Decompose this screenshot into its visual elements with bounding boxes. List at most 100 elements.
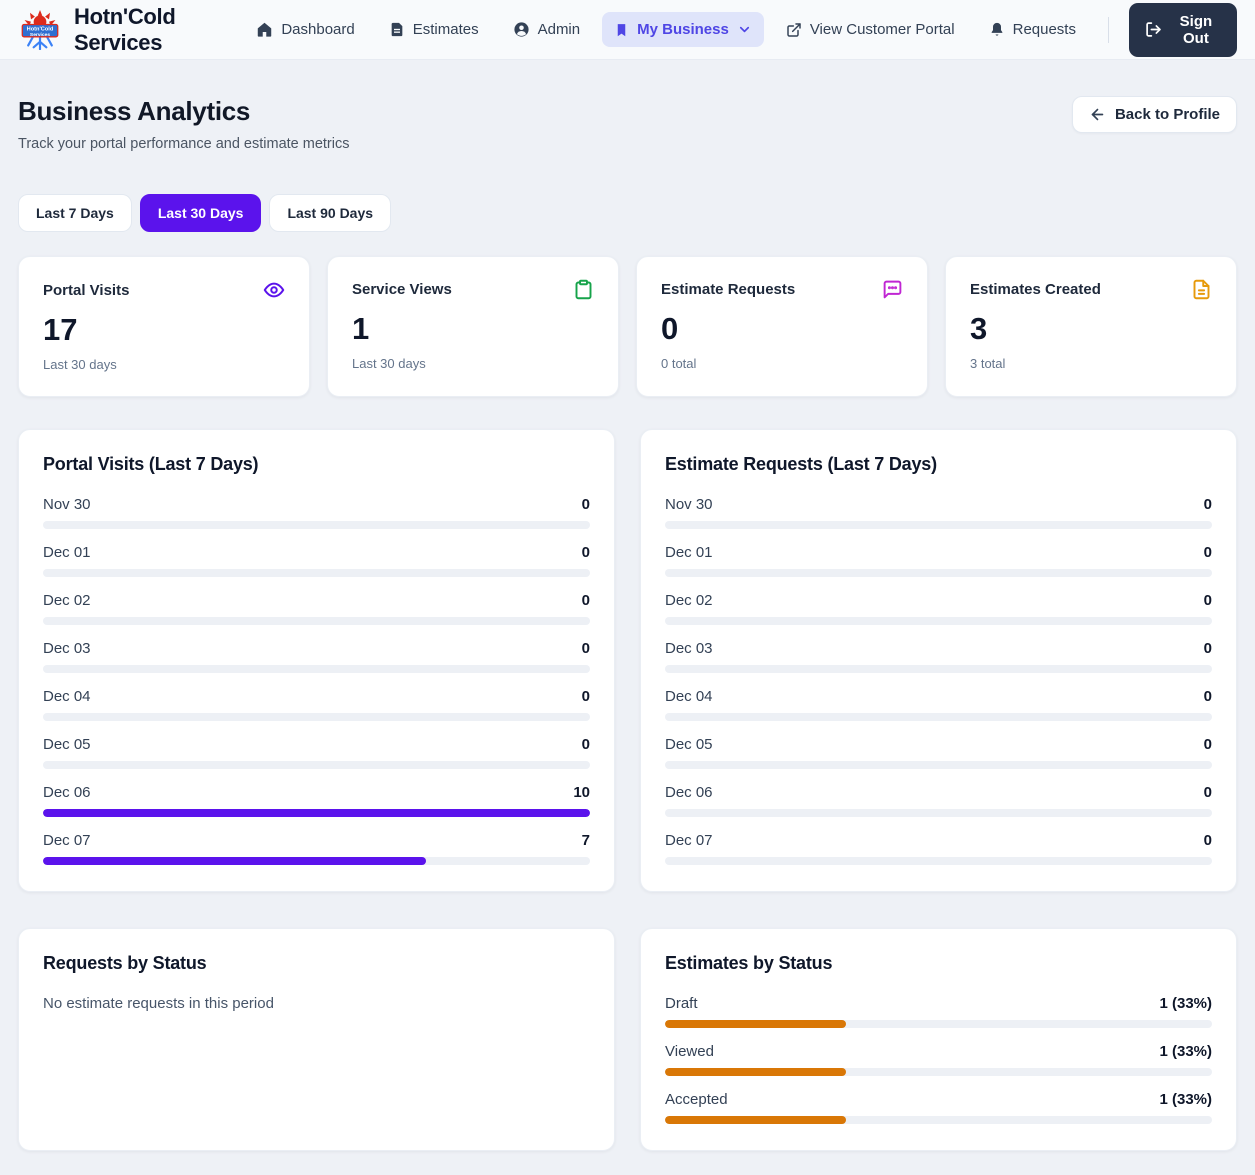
chart-row-value: 0 <box>1203 688 1212 705</box>
panel-title: Estimate Requests (Last 7 Days) <box>665 454 937 474</box>
stat-card-value: 17 <box>43 312 78 347</box>
chart-bar-track <box>43 761 590 769</box>
chart-row-dec-07: Dec 07 7 <box>43 832 590 865</box>
nav-item-label: View Customer Portal <box>809 21 955 38</box>
chart-row-label: Draft <box>665 995 698 1012</box>
nav-item-label: My Business <box>637 21 729 38</box>
chart-row-line: Draft 1 (33%) <box>665 995 1212 1012</box>
chart-row-value: 10 <box>573 784 590 801</box>
chart-row-value: 7 <box>581 832 590 849</box>
chart-row-draft: Draft 1 (33%) <box>665 995 1212 1028</box>
file-text-icon <box>1191 279 1212 300</box>
back-to-profile-label: Back to Profile <box>1114 106 1220 123</box>
chart-row-value: 0 <box>1203 784 1212 801</box>
range-button-last-30-days[interactable]: Last 30 Days <box>139 194 262 232</box>
page-subtitle: Track your portal performance and estima… <box>18 136 350 152</box>
chart-row-line: Dec 04 0 <box>43 688 590 705</box>
chart-row-nov-30: Nov 30 0 <box>43 496 590 529</box>
chart-row-line: Nov 30 0 <box>43 496 590 513</box>
chart-row-label: Dec 03 <box>43 640 91 657</box>
requests-by-status-panel: Requests by Status No estimate requests … <box>18 928 615 1151</box>
chart-row-value: 0 <box>581 592 590 609</box>
chart-bar-fill <box>665 1020 846 1028</box>
sign-out-button[interactable]: Sign Out <box>1128 2 1237 57</box>
chart-row-line: Dec 02 0 <box>665 592 1212 609</box>
chart-bar-track <box>43 569 590 577</box>
chart-row-line: Viewed 1 (33%) <box>665 1043 1212 1060</box>
svg-text:Hotn'Cold: Hotn'Cold <box>27 26 54 32</box>
stat-card-title: Estimates Created <box>970 281 1101 298</box>
chart-row-label: Dec 01 <box>665 544 713 561</box>
chart-row-line: Dec 07 0 <box>665 832 1212 849</box>
stat-card-header: Service Views <box>352 279 594 300</box>
estimate-requests-chart: Nov 30 0 Dec 01 0 Dec 02 0 Dec 03 0 Dec 04 0 Dec 0… <box>665 496 1212 865</box>
chevron-down-icon <box>737 22 752 37</box>
chart-row-dec-07: Dec 07 0 <box>665 832 1212 865</box>
chart-row-value: 0 <box>581 544 590 561</box>
chart-row-dec-03: Dec 03 0 <box>43 640 590 673</box>
chart-row-value: 0 <box>1203 640 1212 657</box>
nav-item-label: Dashboard <box>281 21 355 38</box>
stat-card-estimate-requests: Estimate Requests 0 0 total <box>636 256 928 397</box>
chart-row-dec-04: Dec 04 0 <box>665 688 1212 721</box>
range-button-last-90-days[interactable]: Last 90 Days <box>269 194 392 232</box>
stat-card-title: Portal Visits <box>43 281 130 299</box>
chart-bar-track <box>43 713 590 721</box>
stat-card-subtitle: 0 total <box>661 356 697 371</box>
chart-row-label: Dec 01 <box>43 544 91 561</box>
chart-row-dec-06: Dec 06 10 <box>43 784 590 817</box>
chart-row-dec-05: Dec 05 0 <box>43 736 590 769</box>
nav-divider <box>1107 16 1109 43</box>
brand-name: Hotn'Cold Services <box>74 3 176 55</box>
nav-item-admin[interactable]: Admin <box>501 12 593 47</box>
chart-row-line: Dec 01 0 <box>43 544 590 561</box>
nav-item-estimates[interactable]: Estimates <box>377 12 491 47</box>
panel-title: Portal Visits (Last 7 Days) <box>43 454 259 474</box>
estimates-by-status-chart: Draft 1 (33%) Viewed 1 (33%) Accepted 1 (33%) <box>665 995 1212 1124</box>
bookmark-icon <box>614 22 629 38</box>
chart-bar-track <box>43 809 590 817</box>
chart-row-label: Dec 06 <box>665 784 713 801</box>
svg-text:Services: Services <box>30 31 50 37</box>
nav-item-dashboard[interactable]: Dashboard <box>244 12 366 47</box>
nav-item-my-business[interactable]: My Business <box>602 12 764 47</box>
chart-row-value: 0 <box>581 736 590 753</box>
nav-item-label: Admin <box>537 21 581 38</box>
chart-row-value: 0 <box>1203 496 1212 513</box>
chart-row-dec-02: Dec 02 0 <box>43 592 590 625</box>
chart-row-line: Dec 03 0 <box>665 640 1212 657</box>
chart-row-value: 0 <box>581 496 590 513</box>
estimates-by-status-panel: Estimates by Status Draft 1 (33%) Viewed 1 … <box>640 928 1237 1151</box>
chart-row-line: Dec 07 7 <box>43 832 590 849</box>
range-button-last-7-days[interactable]: Last 7 Days <box>18 194 132 232</box>
nav-item-label: Requests <box>1012 21 1076 38</box>
chart-row-line: Dec 05 0 <box>43 736 590 753</box>
portal-visits-chart: Nov 30 0 Dec 01 0 Dec 02 0 Dec 03 0 Dec 04 0 Dec 0… <box>43 496 590 865</box>
empty-state-message: No estimate requests in this period <box>43 995 274 1012</box>
nav-item-view-customer-portal[interactable]: View Customer Portal <box>774 12 967 47</box>
main-nav: Dashboard Estimates Admin My Business View C… <box>244 12 1088 47</box>
chart-bar-track <box>665 521 1212 529</box>
chart-bar-fill <box>43 809 590 817</box>
stat-cards: Portal Visits 17 Last 30 days Service Views… <box>18 256 1237 397</box>
chart-row-label: Viewed <box>665 1043 714 1060</box>
stat-card-subtitle: 3 total <box>970 356 1006 371</box>
chart-row-label: Accepted <box>665 1091 728 1108</box>
chart-row-value: 1 (33%) <box>1159 1043 1212 1060</box>
brand[interactable]: Hotn'Cold Services Hotn'Cold Services <box>18 4 234 56</box>
chart-row-viewed: Viewed 1 (33%) <box>665 1043 1212 1076</box>
page-header: Business Analytics Track your portal per… <box>18 96 1237 152</box>
chart-bar-track <box>665 857 1212 865</box>
requests-by-status-chart: No estimate requests in this period <box>43 995 590 1012</box>
chart-bar-track <box>665 713 1212 721</box>
chart-row-dec-01: Dec 01 0 <box>43 544 590 577</box>
home-icon <box>256 21 273 38</box>
nav-item-requests[interactable]: Requests <box>977 12 1088 47</box>
chart-row-label: Dec 06 <box>43 784 91 801</box>
stat-card-value: 1 <box>352 311 370 346</box>
user-circle-icon <box>513 21 530 38</box>
chart-row-nov-30: Nov 30 0 <box>665 496 1212 529</box>
chart-row-label: Dec 04 <box>665 688 713 705</box>
back-to-profile-button[interactable]: Back to Profile <box>1071 96 1237 133</box>
chart-bar-track <box>43 521 590 529</box>
